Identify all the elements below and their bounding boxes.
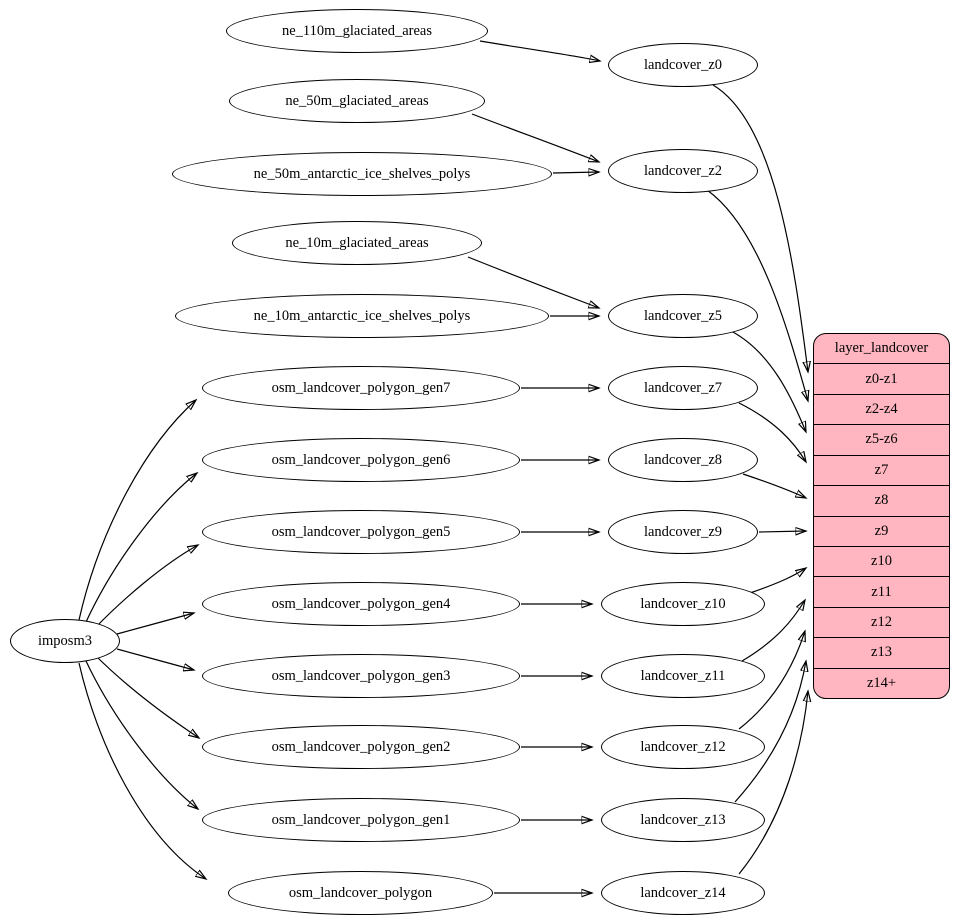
record-row-z7: z7: [814, 454, 949, 485]
node-label: osm_landcover_polygon_gen2: [271, 738, 451, 755]
node-landcover_z2: landcover_z2: [608, 149, 758, 193]
record-row-z8: z8: [814, 485, 949, 515]
node-ne_50m_antarctic_ice_shelves_polys: ne_50m_antarctic_ice_shelves_polys: [172, 152, 552, 196]
edge-landcover_z8-row-z8: [742, 473, 806, 498]
edge-imposm3-osm_landcover_polygon_gen7: [78, 400, 196, 621]
record-row-z10: z10: [814, 545, 949, 576]
node-osm_landcover_polygon_gen2: osm_landcover_polygon_gen2: [202, 725, 520, 769]
edge-imposm3-osm_landcover_polygon_gen1: [85, 660, 198, 809]
node-landcover_z10: landcover_z10: [601, 582, 765, 626]
node-label: ne_10m_glaciated_areas: [285, 234, 429, 251]
node-label: osm_landcover_polygon_gen4: [271, 595, 451, 612]
node-landcover_z7: landcover_z7: [608, 366, 758, 410]
node-landcover_z12: landcover_z12: [601, 725, 765, 769]
edge-landcover_z12-row-z12: [738, 631, 805, 730]
node-label: landcover_z14: [640, 884, 726, 901]
node-ne_10m_antarctic_ice_shelves_polys: ne_10m_antarctic_ice_shelves_polys: [175, 294, 549, 338]
edge-landcover_z9-row-z9: [758, 531, 806, 532]
edge-imposm3-osm_landcover_polygon_gen3: [116, 648, 194, 670]
node-osm_landcover_polygon: osm_landcover_polygon: [228, 871, 493, 915]
node-label: landcover_z2: [643, 162, 723, 179]
edge-ne_50m_glaciated_areas-landcover_z2: [471, 113, 599, 162]
edge-landcover_z7-row-z7: [738, 402, 806, 462]
node-osm_landcover_polygon_gen1: osm_landcover_polygon_gen1: [202, 798, 520, 842]
record-row-z14plus: z14+: [814, 667, 949, 698]
edge-imposm3-osm_landcover_polygon_gen4: [116, 613, 194, 635]
edge-imposm3-osm_landcover_polygon_gen5: [94, 545, 198, 629]
edge-landcover_z5-row-z5-z6: [730, 330, 806, 432]
node-label: ne_10m_antarctic_ice_shelves_polys: [253, 307, 471, 324]
node-landcover_z9: landcover_z9: [608, 510, 758, 554]
record-row-z11: z11: [814, 576, 949, 606]
node-label: osm_landcover_polygon_gen3: [271, 667, 451, 684]
node-osm_landcover_polygon_gen4: osm_landcover_polygon_gen4: [202, 582, 520, 626]
node-label: osm_landcover_polygon_gen6: [271, 451, 451, 468]
node-landcover_z13: landcover_z13: [601, 798, 765, 842]
node-label: osm_landcover_polygon: [288, 884, 433, 901]
edge-landcover_z14-row-z14plus: [738, 691, 808, 875]
node-osm_landcover_polygon_gen5: osm_landcover_polygon_gen5: [202, 510, 520, 554]
edge-landcover_z11-row-z11: [741, 600, 805, 662]
node-label: landcover_z11: [640, 667, 726, 684]
record-row-z13: z13: [814, 637, 949, 667]
edge-landcover_z10-row-z10: [749, 568, 806, 594]
node-osm_landcover_polygon_gen6: osm_landcover_polygon_gen6: [202, 438, 520, 482]
node-label: osm_landcover_polygon_gen5: [271, 523, 451, 540]
record-row-z5-z6: z5-z6: [814, 424, 949, 454]
edge-landcover_z13-row-z13: [734, 661, 806, 803]
edge-imposm3-osm_landcover_polygon_gen2: [94, 654, 199, 738]
node-label: landcover_z5: [643, 307, 723, 324]
node-label: landcover_z9: [643, 523, 723, 540]
node-imposm3: imposm3: [10, 619, 120, 663]
node-landcover_z8: landcover_z8: [608, 438, 758, 482]
node-landcover_z11: landcover_z11: [601, 654, 765, 698]
node-label: landcover_z8: [643, 451, 723, 468]
node-ne_50m_glaciated_areas: ne_50m_glaciated_areas: [229, 79, 485, 123]
edge-landcover_z0-row-z0-z1: [712, 84, 808, 372]
node-label: osm_landcover_polygon_gen7: [271, 379, 451, 396]
node-label: ne_50m_antarctic_ice_shelves_polys: [253, 165, 471, 182]
node-label: landcover_z12: [640, 738, 726, 755]
node-label: imposm3: [38, 632, 92, 649]
node-label: landcover_z13: [640, 811, 726, 828]
node-landcover_z14: landcover_z14: [601, 871, 765, 915]
record-row-z12: z12: [814, 606, 949, 637]
edge-ne_50m_antarctic_ice_shelves_polys-landcover_z2: [552, 172, 599, 173]
node-ne_10m_glaciated_areas: ne_10m_glaciated_areas: [232, 221, 482, 265]
node-landcover_z5: landcover_z5: [608, 294, 758, 338]
record-title: layer_landcover: [834, 340, 929, 357]
edge-ne_110m_glaciated_areas-landcover_z0: [479, 40, 600, 61]
node-ne_110m_glaciated_areas: ne_110m_glaciated_areas: [226, 9, 488, 53]
node-osm_landcover_polygon_gen7: osm_landcover_polygon_gen7: [202, 366, 520, 410]
node-osm_landcover_polygon_gen3: osm_landcover_polygon_gen3: [202, 654, 520, 698]
node-label: ne_110m_glaciated_areas: [281, 22, 433, 39]
record-row-z2-z4: z2-z4: [814, 393, 949, 424]
node-label: landcover_z7: [643, 379, 723, 396]
node-landcover_z0: landcover_z0: [608, 43, 758, 87]
node-label: ne_50m_glaciated_areas: [285, 92, 429, 109]
edge-imposm3-osm_landcover_polygon: [78, 662, 206, 879]
record-row-z0-z1: z0-z1: [814, 363, 949, 393]
node-label: osm_landcover_polygon_gen1: [271, 811, 451, 828]
record-row-z9: z9: [814, 515, 949, 546]
node-label: landcover_z0: [643, 56, 723, 73]
record-layer_landcover: layer_landcover z0-z1 z2-z4 z5-z6 z7 z8 …: [813, 333, 950, 699]
edge-ne_10m_glaciated_areas-landcover_z5: [467, 256, 599, 308]
edge-imposm3-osm_landcover_polygon_gen6: [85, 473, 197, 623]
edge-landcover_z2-row-z2-z4: [706, 189, 808, 401]
node-label: landcover_z10: [640, 595, 726, 612]
